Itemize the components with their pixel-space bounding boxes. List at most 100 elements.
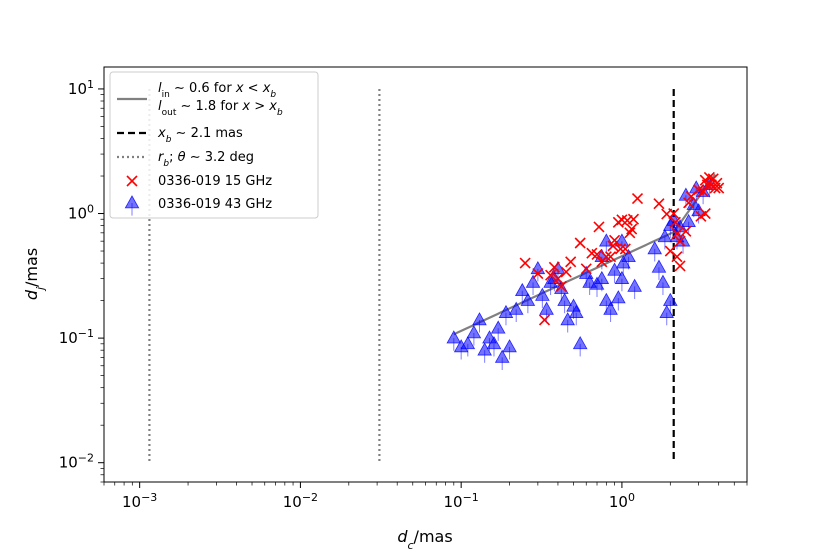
point-15ghz bbox=[593, 221, 605, 233]
point-15ghz bbox=[591, 248, 603, 260]
point-43ghz bbox=[560, 312, 576, 326]
y-axis-label-unit: /mas bbox=[22, 248, 41, 287]
point-15ghz bbox=[608, 234, 621, 246]
point-15ghz bbox=[627, 213, 640, 225]
y-axis-label-base: d bbox=[22, 289, 41, 300]
point-15ghz bbox=[545, 269, 557, 281]
y-axis-label-sub: j bbox=[34, 286, 47, 292]
point-43ghz bbox=[614, 270, 630, 284]
point-15ghz bbox=[555, 280, 567, 292]
point-15ghz bbox=[614, 243, 627, 255]
x-tick-label: 10−3 bbox=[122, 491, 157, 512]
data-points bbox=[446, 171, 725, 371]
point-15ghz bbox=[532, 267, 544, 280]
legend-15ghz-label: 0336-019 15 GHz bbox=[158, 174, 272, 189]
legend: lin ∼ 0.6 for x < xb lout ∼ 1.8 for x > … bbox=[109, 71, 319, 219]
point-15ghz bbox=[713, 182, 725, 194]
point-43ghz bbox=[568, 304, 584, 318]
x-tick-label: 10−1 bbox=[444, 491, 479, 512]
point-15ghz bbox=[668, 207, 680, 220]
point-43ghz bbox=[494, 349, 510, 363]
legend-15ghz-marker bbox=[126, 175, 138, 187]
point-15ghz bbox=[671, 251, 683, 263]
point-43ghz bbox=[477, 342, 492, 356]
point-43ghz bbox=[508, 301, 524, 315]
point-15ghz bbox=[600, 251, 612, 263]
x-axis-label-sub: c bbox=[407, 539, 413, 552]
point-15ghz bbox=[565, 256, 577, 268]
vertical-lines bbox=[148, 88, 675, 463]
legend-fit-line1: lin ∼ 0.6 for x < xb bbox=[158, 81, 276, 100]
y-axis-ticks: 10−2 10−1 100 101 bbox=[59, 77, 104, 483]
legend-break-label: xb ∼ 2.1 mas bbox=[157, 126, 243, 145]
point-43ghz bbox=[651, 259, 667, 273]
point-15ghz bbox=[626, 223, 638, 235]
point-15ghz bbox=[680, 225, 692, 237]
point-15ghz bbox=[560, 266, 572, 278]
point-43ghz bbox=[657, 229, 673, 243]
x-axis-label: dc/mas bbox=[397, 527, 452, 552]
point-43ghz bbox=[466, 325, 482, 339]
point-15ghz bbox=[538, 314, 551, 326]
point-43ghz bbox=[615, 255, 631, 269]
point-43ghz bbox=[662, 292, 678, 306]
point-15ghz bbox=[653, 198, 665, 210]
point-43ghz bbox=[472, 312, 487, 326]
legend-43ghz-triangle bbox=[124, 195, 140, 209]
y-tick-label: 10−1 bbox=[59, 327, 94, 348]
point-15ghz bbox=[674, 235, 686, 247]
point-15ghz bbox=[683, 197, 695, 209]
point-43ghz bbox=[666, 212, 682, 226]
legend-43ghz-label: 0336-019 43 GHz bbox=[158, 197, 272, 212]
point-43ghz bbox=[594, 270, 610, 284]
point-15ghz bbox=[519, 257, 531, 269]
legend-15ghz-cross bbox=[126, 175, 138, 187]
point-43ghz bbox=[486, 335, 502, 350]
point-43ghz bbox=[599, 292, 614, 306]
point-43ghz bbox=[520, 292, 536, 306]
point-15ghz bbox=[697, 186, 709, 198]
point-15ghz bbox=[699, 207, 711, 220]
point-43ghz bbox=[460, 335, 476, 350]
point-43ghz bbox=[557, 292, 572, 306]
point-43ghz bbox=[525, 274, 541, 288]
point-15ghz bbox=[605, 251, 617, 263]
x-axis-label-base: d bbox=[397, 527, 408, 546]
point-43ghz bbox=[502, 339, 517, 353]
point-43ghz bbox=[446, 330, 462, 344]
point-15ghz bbox=[619, 243, 631, 255]
point-43ghz bbox=[539, 301, 554, 315]
point-15ghz bbox=[669, 216, 681, 228]
point-43ghz bbox=[535, 287, 550, 301]
point-43ghz bbox=[627, 278, 642, 292]
point-43ghz bbox=[490, 320, 506, 334]
legend-43ghz-marker bbox=[124, 195, 140, 216]
y-axis-label: dj/mas bbox=[22, 248, 47, 300]
point-43ghz bbox=[610, 290, 626, 304]
point-15ghz bbox=[548, 261, 560, 273]
legend-box bbox=[109, 71, 319, 219]
point-43ghz bbox=[621, 248, 636, 263]
point-15ghz bbox=[580, 263, 592, 275]
point-43ghz bbox=[681, 213, 696, 227]
x-axis-label-unit: /mas bbox=[414, 527, 453, 546]
point-15ghz bbox=[574, 237, 586, 249]
point-43ghz bbox=[603, 301, 618, 315]
point-15ghz bbox=[674, 260, 686, 272]
x-axis-ticks: 10−3 10−2 10−1 100 bbox=[103, 482, 748, 512]
x-tick-label: 100 bbox=[609, 491, 635, 512]
point-43ghz bbox=[655, 274, 671, 288]
point-43ghz bbox=[514, 282, 530, 297]
point-43ghz bbox=[572, 335, 588, 350]
y-tick-label: 101 bbox=[68, 77, 94, 98]
point-15ghz bbox=[703, 171, 715, 183]
y-tick-label: 10−2 bbox=[59, 451, 94, 472]
x-tick-label: 10−2 bbox=[283, 491, 318, 512]
point-15ghz bbox=[631, 192, 644, 205]
point-43ghz bbox=[607, 262, 622, 276]
point-43ghz bbox=[647, 241, 663, 255]
y-tick-label: 100 bbox=[68, 202, 94, 223]
legend-rb-label: rb; θ ∼ 3.2 deg bbox=[158, 150, 254, 169]
legend-fit-line2: lout ∼ 1.8 for x > xb bbox=[158, 99, 283, 118]
